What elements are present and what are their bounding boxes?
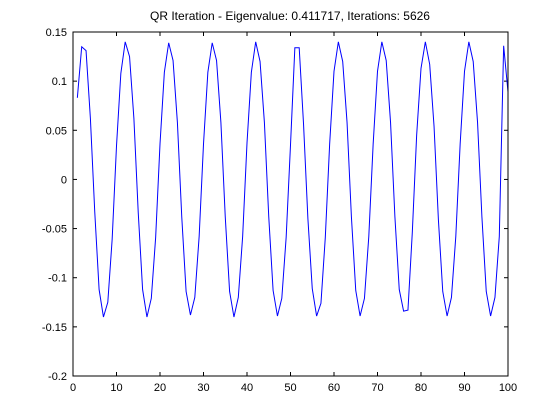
y-axis-tick-labels: -0.2 -0.15 -0.1 -0.05 0 0.05 0.1 0.15 [42, 27, 67, 383]
y-tick-label: -0.2 [48, 371, 67, 383]
x-tick-label: 60 [328, 382, 340, 394]
y-tick-label: 0.05 [46, 125, 67, 137]
x-tick-label: 80 [415, 382, 427, 394]
y-tick-label: 0 [61, 174, 67, 186]
y-tick-label: -0.05 [42, 224, 67, 236]
plot-area [73, 32, 508, 376]
x-tick-label: 90 [458, 382, 470, 394]
plot-frame [72, 31, 509, 377]
y-tick-label: -0.15 [42, 322, 67, 334]
chart-title: QR Iteration - Eigenvalue: 0.411717, Ite… [150, 9, 430, 23]
x-tick-label: 0 [70, 382, 76, 394]
y-tick-label: 0.1 [52, 76, 67, 88]
y-tick-label: -0.1 [48, 273, 67, 285]
x-tick-label: 20 [154, 382, 166, 394]
x-tick-label: 40 [241, 382, 253, 394]
x-tick-label: 70 [371, 382, 383, 394]
x-tick-label: 30 [197, 382, 209, 394]
series-line [76, 41, 509, 318]
y-tick-label: 0.15 [46, 27, 67, 39]
x-tick-label: 10 [110, 382, 122, 394]
x-tick-label: 50 [284, 382, 296, 394]
x-axis-tick-labels: 0 10 20 30 40 50 60 70 80 90 100 [70, 382, 517, 394]
series-group [76, 41, 509, 318]
x-tick-label: 100 [499, 382, 517, 394]
